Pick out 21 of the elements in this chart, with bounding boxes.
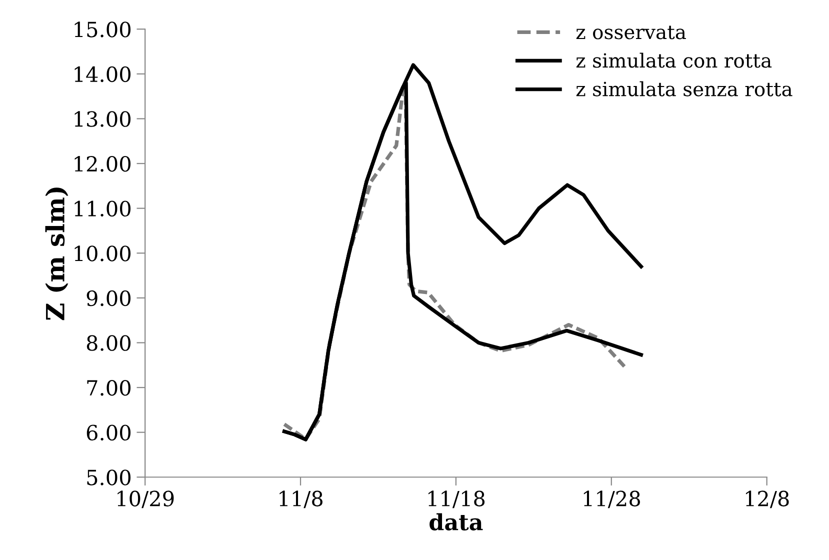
x-tick-label: 10/29 [118,490,174,508]
legend-label: z simulata con rotta [576,52,772,68]
x-tick-label: 11/18 [428,490,485,508]
x-axis-title: data [430,513,483,530]
y-tick-label: 6.00 [86,424,130,441]
legend-label: z osservata [576,26,686,40]
x-tick-label: 11/28 [584,490,640,508]
y-tick-label: 8.00 [86,335,130,351]
y-tick-label: 9.00 [86,290,130,306]
y-tick-label: 13.00 [74,111,130,127]
y-tick-label: 15.00 [74,22,130,38]
x-tick-label: 12/8 [746,490,789,508]
y-tick-label: 10.00 [74,246,130,262]
x-tick-label: 11/8 [280,490,322,508]
y-tick-label: 12.00 [74,156,130,172]
y-axis-title: Z (m slm) [45,188,68,320]
legend-label: z simulata senza rotta [576,81,792,96]
y-tick-label: 5.00 [87,470,130,486]
y-tick-label: 11.00 [74,200,130,217]
y-tick-label: 14.00 [74,66,130,82]
y-tick-label: 7.00 [87,380,130,396]
